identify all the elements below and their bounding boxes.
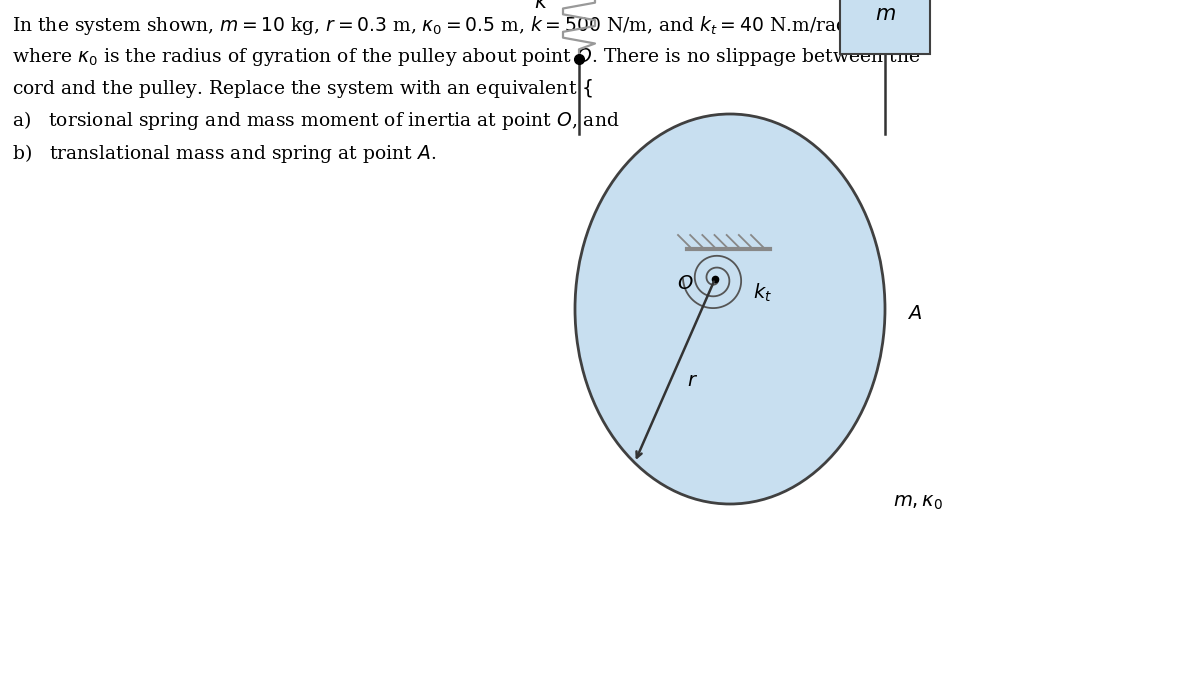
Text: In the system shown, $m = 10$ kg, $r = 0.3$ m, $\kappa_0 = 0.5$ m, $k = 500$ N/m: In the system shown, $m = 10$ kg, $r = 0… [12,14,920,165]
Text: $r$: $r$ [688,372,698,390]
Text: $m$: $m$ [875,5,895,23]
Text: $k_t$: $k_t$ [754,282,772,304]
FancyBboxPatch shape [840,0,930,54]
Text: $O$: $O$ [677,275,694,293]
Ellipse shape [575,114,886,504]
Text: $A$: $A$ [907,305,922,323]
Text: $k$: $k$ [534,0,550,12]
Text: $m, \kappa_0$: $m, \kappa_0$ [893,494,943,513]
